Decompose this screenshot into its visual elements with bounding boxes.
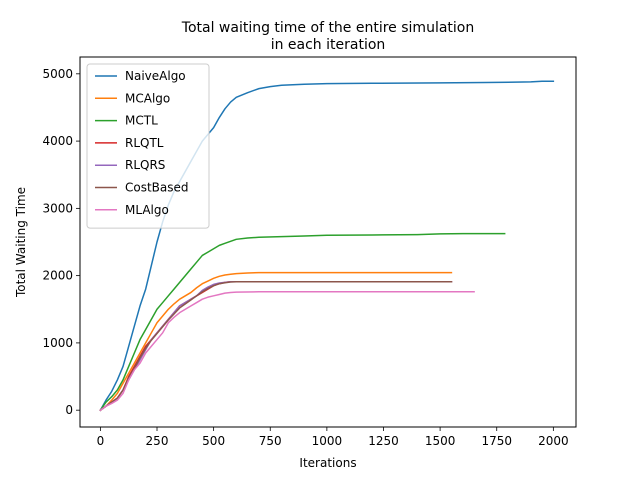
- plot-area-frame: [79, 56, 577, 428]
- x-tick-label: 1000: [312, 434, 343, 448]
- legend-box: [86, 63, 210, 229]
- x-tick-label: 1500: [425, 434, 456, 448]
- series-line-mlalgo: [99, 291, 475, 412]
- x-tick-label: 750: [259, 434, 282, 448]
- y-tick-label: 3000: [42, 201, 73, 215]
- legend-label-mcalgo: MCAlgo: [125, 91, 170, 105]
- x-tick-label: 2000: [538, 434, 569, 448]
- x-tick-label: 1750: [481, 434, 512, 448]
- x-tick-label: 500: [202, 434, 225, 448]
- y-tick-label: 5000: [42, 67, 73, 81]
- y-axis-ticks: 0 1000 2000 3000 4000 5000: [42, 67, 80, 417]
- series-layer: [99, 80, 555, 412]
- y-tick-label: 0: [65, 403, 73, 417]
- x-tick-label: 0: [97, 434, 105, 448]
- legend: NaiveAlgo MCAlgo MCTL RLQTL RLQRS CostBased ML…: [86, 63, 210, 229]
- series-line-mcalgo: [99, 271, 453, 412]
- series-line-mctl: [99, 232, 506, 412]
- chart-title-line-1: Total waiting time of the entire simulat…: [181, 20, 474, 36]
- legend-label-rlqtl: RLQTL: [125, 136, 164, 150]
- x-axis-ticks: 0 250 500 750 1000 1250 1500 1750 2000: [97, 427, 569, 448]
- legend-label-costbased: CostBased: [125, 181, 189, 195]
- legend-label-mlalgo: MLAlgo: [125, 203, 169, 217]
- series-line-rlqtl: [99, 280, 453, 412]
- series-line-costbased: [99, 280, 453, 412]
- legend-label-rlqrs: RLQRS: [125, 158, 165, 172]
- series-line-rlqrs: [99, 280, 453, 412]
- legend-label-naivealgo: NaiveAlgo: [125, 69, 186, 83]
- y-tick-label: 4000: [42, 134, 73, 148]
- x-tick-label: 250: [146, 434, 169, 448]
- y-axis-label: Total Waiting Time: [14, 187, 28, 298]
- x-axis-label: Iterations: [299, 456, 356, 470]
- y-tick-label: 2000: [42, 269, 73, 283]
- chart-title-line-2: in each iteration: [271, 37, 386, 53]
- y-tick-label: 1000: [42, 336, 73, 350]
- legend-label-mctl: MCTL: [125, 114, 158, 128]
- x-tick-label: 1250: [368, 434, 399, 448]
